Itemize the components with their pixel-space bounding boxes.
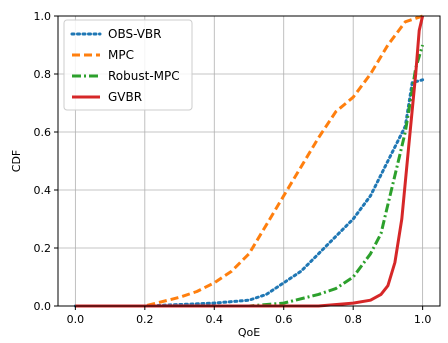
legend-label: OBS-VBR xyxy=(108,27,162,41)
x-tick-label: 0.0 xyxy=(67,313,85,326)
legend-label: GVBR xyxy=(108,90,142,104)
y-tick-label: 1.0 xyxy=(34,10,52,23)
series-line-obs-vbr xyxy=(73,78,425,308)
axis-ticks: 0.0 0.2 0.4 0.6 0.8 1.0 0.0 0.2 0.4 0.6 0.8 1.0 xyxy=(34,10,432,326)
y-tick-label: 0.8 xyxy=(34,68,52,81)
y-tick-label: 0.2 xyxy=(34,242,52,255)
series-line-mpc xyxy=(75,14,424,308)
x-tick-label: 0.4 xyxy=(206,313,224,326)
series-line-robust-mpc xyxy=(75,44,425,308)
y-tick-label: 0.4 xyxy=(34,184,52,197)
y-axis-label: CDF xyxy=(10,150,23,172)
series-lines xyxy=(73,14,425,308)
x-tick-label: 0.6 xyxy=(275,313,293,326)
x-tick-label: 0.8 xyxy=(344,313,362,326)
x-axis-label: QoE xyxy=(238,326,260,339)
legend-label: MPC xyxy=(108,48,134,62)
legend: OBS-VBR MPC Robust-MPC GVBR xyxy=(63,19,193,111)
series-line-gvbr xyxy=(75,15,425,308)
legend-label: Robust-MPC xyxy=(108,69,180,83)
x-tick-label: 0.2 xyxy=(136,313,154,326)
y-tick-label: 0.0 xyxy=(34,300,52,313)
y-tick-label: 0.6 xyxy=(34,126,52,139)
legend-box xyxy=(63,19,193,111)
plot-frame xyxy=(57,15,441,307)
x-tick-label: 1.0 xyxy=(414,313,432,326)
